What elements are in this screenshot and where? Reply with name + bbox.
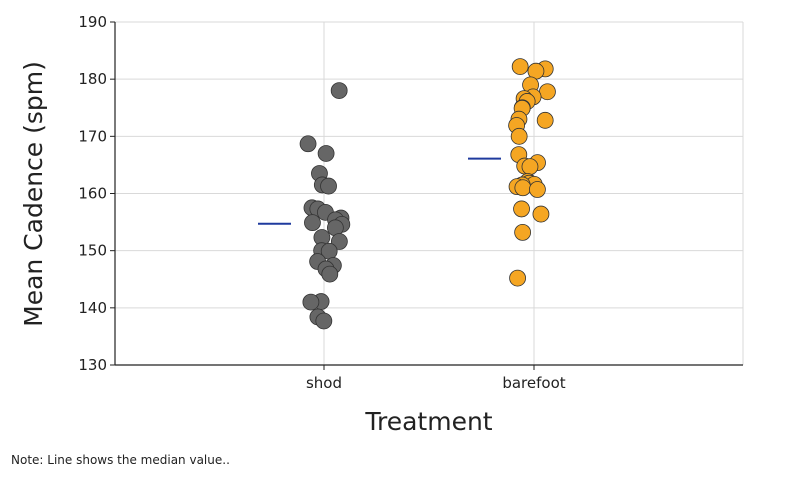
x-tick-label: barefoot [502,374,565,392]
data-point-shod [320,177,337,195]
data-point-barefoot [509,269,526,287]
data-point-shod [330,82,348,99]
data-point-shod [315,312,333,330]
data-point-barefoot [529,181,546,198]
data-point-barefoot [511,58,529,75]
tick-labels: 130 140 150 160 170 180 190 shod barefoot [78,13,565,392]
y-tick-label: 140 [78,299,107,317]
axes [110,21,743,370]
y-tick-label: 150 [78,242,107,260]
x-tick-label: shod [306,374,342,392]
y-tick-label: 180 [78,70,107,88]
data-point-barefoot [514,179,532,197]
data-point-shod [302,293,320,311]
data-point-shod [317,145,335,162]
footnote: Note: Line shows the median value.. [11,453,230,467]
y-tick-label: 160 [78,185,107,203]
y-axis-title: Mean Cadence (spm) [19,61,48,327]
grid [115,21,744,366]
y-tick-label: 190 [78,13,107,31]
data-point-barefoot [513,200,530,218]
x-axis-title: Treatment [364,407,492,436]
data-point-barefoot [521,158,539,176]
data-point-barefoot [536,111,554,129]
data-points [299,58,556,330]
data-point-barefoot [514,223,532,241]
y-tick-label: 170 [78,127,107,145]
data-point-shod [330,233,348,250]
data-point-barefoot [510,127,528,145]
data-point-shod [321,265,339,283]
data-point-barefoot [539,83,556,101]
y-tick-label: 130 [78,356,107,374]
median-lines [258,157,501,225]
data-point-shod [304,214,321,232]
data-point-shod [299,135,317,153]
data-point-barefoot [532,205,550,223]
